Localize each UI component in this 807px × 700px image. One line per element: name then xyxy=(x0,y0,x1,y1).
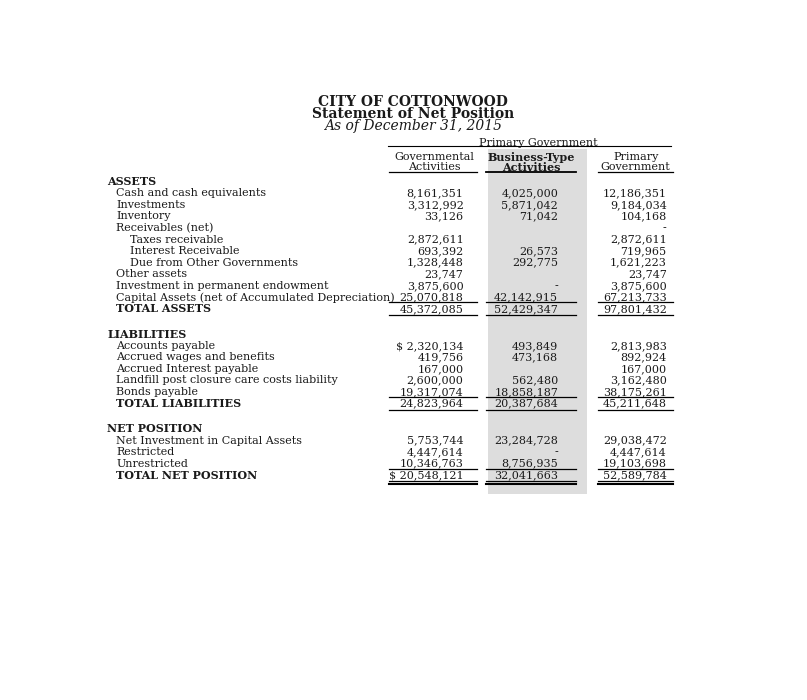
Text: LIABILITIES: LIABILITIES xyxy=(107,329,186,340)
Text: Primary Government: Primary Government xyxy=(479,137,598,148)
Text: 2,600,000: 2,600,000 xyxy=(407,375,463,386)
Text: 71,042: 71,042 xyxy=(519,211,558,221)
Text: 5,753,744: 5,753,744 xyxy=(407,435,463,445)
Text: ASSETS: ASSETS xyxy=(107,176,157,188)
Text: 45,211,648: 45,211,648 xyxy=(603,398,667,409)
Text: Activities: Activities xyxy=(502,162,560,173)
Text: Restricted: Restricted xyxy=(116,447,174,457)
Text: 3,875,600: 3,875,600 xyxy=(407,281,463,290)
Text: Other assets: Other assets xyxy=(116,270,187,279)
Text: 23,284,728: 23,284,728 xyxy=(494,435,558,445)
Text: Taxes receivable: Taxes receivable xyxy=(130,234,224,244)
Text: 719,965: 719,965 xyxy=(621,246,667,256)
Text: 32,041,663: 32,041,663 xyxy=(494,470,558,480)
Text: 4,447,614: 4,447,614 xyxy=(610,447,667,457)
Text: 1,621,223: 1,621,223 xyxy=(610,258,667,267)
Text: Interest Receivable: Interest Receivable xyxy=(130,246,240,256)
Text: $ 2,320,134: $ 2,320,134 xyxy=(396,341,463,351)
Text: As of December 31, 2015: As of December 31, 2015 xyxy=(324,118,502,132)
Text: 493,849: 493,849 xyxy=(512,341,558,351)
Text: 42,142,915: 42,142,915 xyxy=(494,293,558,302)
Text: CITY OF COTTONWOOD: CITY OF COTTONWOOD xyxy=(318,95,508,109)
Text: Accrued Interest payable: Accrued Interest payable xyxy=(116,364,258,374)
Text: 562,480: 562,480 xyxy=(512,375,558,386)
Text: Unrestricted: Unrestricted xyxy=(116,458,188,468)
Text: Government: Government xyxy=(600,162,671,172)
Text: 18,858,187: 18,858,187 xyxy=(494,387,558,397)
Text: 26,573: 26,573 xyxy=(519,246,558,256)
Text: 52,589,784: 52,589,784 xyxy=(603,470,667,480)
Text: Bonds payable: Bonds payable xyxy=(116,387,199,397)
Text: 19,103,698: 19,103,698 xyxy=(603,458,667,468)
Text: 2,872,611: 2,872,611 xyxy=(610,234,667,244)
Text: Cash and cash equivalents: Cash and cash equivalents xyxy=(116,188,266,198)
Text: 20,387,684: 20,387,684 xyxy=(494,398,558,409)
Text: 892,924: 892,924 xyxy=(621,352,667,363)
Text: 33,126: 33,126 xyxy=(424,211,463,221)
Text: 3,162,480: 3,162,480 xyxy=(610,375,667,386)
Text: Statement of Net Position: Statement of Net Position xyxy=(312,107,514,121)
Text: Investment in permanent endowment: Investment in permanent endowment xyxy=(116,281,329,290)
Text: -: - xyxy=(554,281,558,290)
Text: Accrued wages and benefits: Accrued wages and benefits xyxy=(116,352,275,363)
Text: Investments: Investments xyxy=(116,200,186,210)
Text: 97,801,432: 97,801,432 xyxy=(603,304,667,314)
Text: -: - xyxy=(554,447,558,457)
Text: 8,161,351: 8,161,351 xyxy=(407,188,463,198)
Text: 693,392: 693,392 xyxy=(417,246,463,256)
Text: 167,000: 167,000 xyxy=(417,364,463,374)
Text: Net Investment in Capital Assets: Net Investment in Capital Assets xyxy=(116,435,303,445)
Bar xyxy=(487,148,587,494)
Text: Capital Assets (net of Accumulated Depreciation): Capital Assets (net of Accumulated Depre… xyxy=(116,292,395,302)
Text: 25,070,818: 25,070,818 xyxy=(399,293,463,302)
Text: 12,186,351: 12,186,351 xyxy=(603,188,667,198)
Text: TOTAL NET POSITION: TOTAL NET POSITION xyxy=(116,470,257,481)
Text: 3,312,992: 3,312,992 xyxy=(407,200,463,210)
Text: $ 20,548,121: $ 20,548,121 xyxy=(389,470,463,480)
Text: 10,346,763: 10,346,763 xyxy=(399,458,463,468)
Text: 8,756,935: 8,756,935 xyxy=(501,458,558,468)
Text: 23,747: 23,747 xyxy=(424,270,463,279)
Text: Inventory: Inventory xyxy=(116,211,171,221)
Text: 24,823,964: 24,823,964 xyxy=(399,398,463,409)
Text: Primary: Primary xyxy=(613,152,659,162)
Text: 45,372,085: 45,372,085 xyxy=(399,304,463,314)
Text: 23,747: 23,747 xyxy=(628,270,667,279)
Text: 473,168: 473,168 xyxy=(512,352,558,363)
Text: Accounts payable: Accounts payable xyxy=(116,341,215,351)
Text: 1,328,448: 1,328,448 xyxy=(407,258,463,267)
Text: 3,875,600: 3,875,600 xyxy=(610,281,667,290)
Text: 67,213,733: 67,213,733 xyxy=(603,293,667,302)
Text: 167,000: 167,000 xyxy=(621,364,667,374)
Text: 2,872,611: 2,872,611 xyxy=(407,234,463,244)
Text: 19,317,074: 19,317,074 xyxy=(399,387,463,397)
Text: Governmental: Governmental xyxy=(394,152,474,162)
Text: Receivables (net): Receivables (net) xyxy=(116,223,214,233)
Text: Business-Type: Business-Type xyxy=(487,152,575,162)
Text: 52,429,347: 52,429,347 xyxy=(494,304,558,314)
Text: TOTAL ASSETS: TOTAL ASSETS xyxy=(116,303,211,314)
Text: NET POSITION: NET POSITION xyxy=(107,424,203,435)
Text: 419,756: 419,756 xyxy=(417,352,463,363)
Text: Activities: Activities xyxy=(408,162,461,172)
Text: 38,175,261: 38,175,261 xyxy=(603,387,667,397)
Text: 29,038,472: 29,038,472 xyxy=(603,435,667,445)
Text: 4,447,614: 4,447,614 xyxy=(407,447,463,457)
Text: Landfill post closure care costs liability: Landfill post closure care costs liabili… xyxy=(116,375,338,386)
Text: 292,775: 292,775 xyxy=(512,258,558,267)
Text: 9,184,034: 9,184,034 xyxy=(610,200,667,210)
Text: 104,168: 104,168 xyxy=(621,211,667,221)
Text: TOTAL LIABILITIES: TOTAL LIABILITIES xyxy=(116,398,241,409)
Text: 5,871,042: 5,871,042 xyxy=(501,200,558,210)
Text: -: - xyxy=(663,223,667,233)
Text: Due from Other Governments: Due from Other Governments xyxy=(130,258,299,267)
Text: 2,813,983: 2,813,983 xyxy=(610,341,667,351)
Text: 4,025,000: 4,025,000 xyxy=(501,188,558,198)
